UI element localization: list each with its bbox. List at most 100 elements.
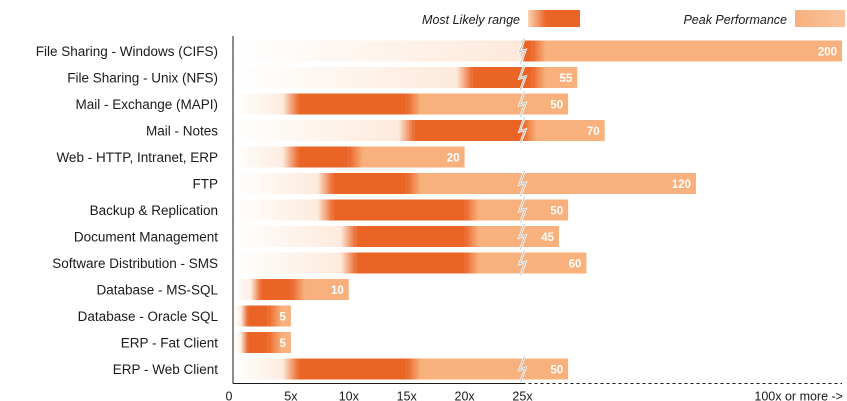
legend-peak-performance-swatch bbox=[795, 10, 845, 27]
bar-row: Mail - Notes 70 bbox=[146, 117, 605, 144]
bar-fade-segment bbox=[233, 120, 407, 141]
bar-most-likely bbox=[356, 226, 465, 247]
bar-most-likely bbox=[298, 146, 349, 168]
bar-most-likely bbox=[333, 199, 465, 221]
data-label: 50 bbox=[550, 206, 563, 218]
bar-row: FTP 120 bbox=[193, 170, 696, 197]
data-label: 70 bbox=[587, 126, 600, 138]
data-label: 45 bbox=[541, 232, 554, 244]
legend-most-likely-label: Most Likely range bbox=[422, 13, 520, 27]
x-tick-label: 100x or more -> bbox=[754, 390, 843, 401]
bar-row: File Sharing - Unix (NFS) 55 bbox=[67, 64, 578, 91]
bar-row: ERP - Web Client 50 bbox=[113, 356, 569, 382]
category-label: Backup & Replication bbox=[90, 203, 218, 218]
axis-break-outline bbox=[518, 356, 527, 382]
bar-edge bbox=[340, 252, 357, 274]
x-tick-label: 15x bbox=[397, 390, 418, 401]
bar-peak bbox=[267, 332, 291, 353]
bar-fade-segment bbox=[233, 93, 291, 115]
bar-row: Document Management 45 bbox=[74, 223, 560, 250]
bar-fade-segment bbox=[233, 67, 465, 88]
bar-most-likely bbox=[248, 305, 268, 327]
bar-edge bbox=[456, 67, 473, 88]
axis-break-outline bbox=[518, 197, 527, 223]
bar-row: Database - Oracle SQL 5 bbox=[78, 305, 291, 327]
bar-most-likely bbox=[356, 252, 465, 274]
axis-break-outline bbox=[518, 170, 527, 197]
bar-most-likely bbox=[414, 120, 523, 141]
bar-fade-segment bbox=[233, 305, 245, 327]
data-label: 50 bbox=[550, 100, 563, 112]
legend: Most Likely range Peak Performance bbox=[422, 10, 845, 27]
bar-fade-segment bbox=[233, 226, 349, 247]
bar-most-likely bbox=[472, 67, 532, 88]
x-tick-label: 5x bbox=[284, 390, 298, 401]
axis-break-outline bbox=[518, 223, 527, 250]
bar-peak bbox=[464, 199, 569, 221]
category-label: Web - HTTP, Intranet, ERP bbox=[56, 150, 218, 165]
data-label: 10 bbox=[331, 285, 344, 297]
bar-peak bbox=[406, 173, 696, 194]
bar-most-likely bbox=[298, 358, 407, 380]
bar-row: Mail - Exchange (MAPI) 50 bbox=[75, 91, 569, 117]
x-tick-label: 10x bbox=[339, 390, 360, 401]
x-tick-label: 0 bbox=[226, 390, 233, 401]
data-label: 5 bbox=[279, 312, 286, 324]
bar-peak bbox=[464, 226, 560, 247]
data-label: 120 bbox=[672, 179, 691, 191]
x-tick-label: 25x bbox=[512, 390, 533, 401]
bar-row: Software Distribution - SMS 60 bbox=[52, 250, 587, 276]
data-label: 200 bbox=[818, 47, 837, 59]
category-label: Mail - Notes bbox=[146, 124, 218, 139]
axis-break-outline bbox=[518, 91, 527, 117]
bar-edge bbox=[241, 305, 249, 327]
x-axis: 0 5x 10x 15x 20x 25x 100x or more -> bbox=[226, 36, 843, 401]
x-tick-label: 20x bbox=[455, 390, 476, 401]
bar-fade-segment bbox=[233, 146, 291, 168]
data-label: 50 bbox=[550, 365, 563, 377]
bar-edge bbox=[241, 332, 249, 353]
bar-row: Backup & Replication 50 bbox=[90, 197, 569, 223]
bar-edge bbox=[250, 279, 262, 300]
category-label: ERP - Fat Client bbox=[121, 336, 219, 351]
category-label: File Sharing - Unix (NFS) bbox=[67, 71, 218, 86]
bar-row: ERP - Fat Client 5 bbox=[121, 332, 291, 353]
bar-peak bbox=[531, 67, 578, 88]
bar-fade-segment bbox=[233, 173, 326, 194]
legend-most-likely-swatch bbox=[528, 10, 580, 27]
category-label: FTP bbox=[193, 177, 219, 192]
data-label: 55 bbox=[559, 73, 572, 85]
bar-peak bbox=[348, 146, 465, 168]
category-label: Database - Oracle SQL bbox=[78, 309, 219, 324]
bar-fade-segment bbox=[233, 199, 326, 221]
bar-most-likely bbox=[248, 332, 268, 353]
bar-peak bbox=[406, 358, 569, 380]
bar-peak bbox=[290, 279, 349, 300]
legend-peak-performance-label: Peak Performance bbox=[683, 13, 787, 27]
bar-fade-segment bbox=[233, 358, 291, 380]
data-label: 5 bbox=[279, 338, 286, 350]
axis-break-outline bbox=[518, 38, 527, 64]
category-label: Database - MS-SQL bbox=[96, 283, 218, 298]
bar-edge bbox=[282, 146, 299, 168]
bar-edge bbox=[398, 120, 415, 141]
category-label: Document Management bbox=[74, 230, 218, 245]
bar-most-likely bbox=[261, 279, 291, 300]
category-label: Software Distribution - SMS bbox=[52, 256, 218, 271]
bar-row: File Sharing - Windows (CIFS) 200 bbox=[36, 38, 842, 64]
bar-most-likely bbox=[524, 40, 532, 62]
axis-break-outline bbox=[518, 117, 527, 144]
bar-most-likely bbox=[298, 93, 407, 115]
bar-fade-segment bbox=[233, 332, 245, 353]
category-label: ERP - Web Client bbox=[113, 362, 219, 377]
bar-edge bbox=[282, 93, 299, 115]
bar-peak bbox=[531, 40, 842, 62]
data-label: 60 bbox=[569, 259, 582, 271]
category-label: Mail - Exchange (MAPI) bbox=[75, 97, 218, 112]
bar-edge bbox=[282, 358, 299, 380]
bar-edge bbox=[317, 199, 334, 221]
axis-break-outline bbox=[518, 64, 527, 91]
bar-fade-segment bbox=[233, 279, 257, 300]
